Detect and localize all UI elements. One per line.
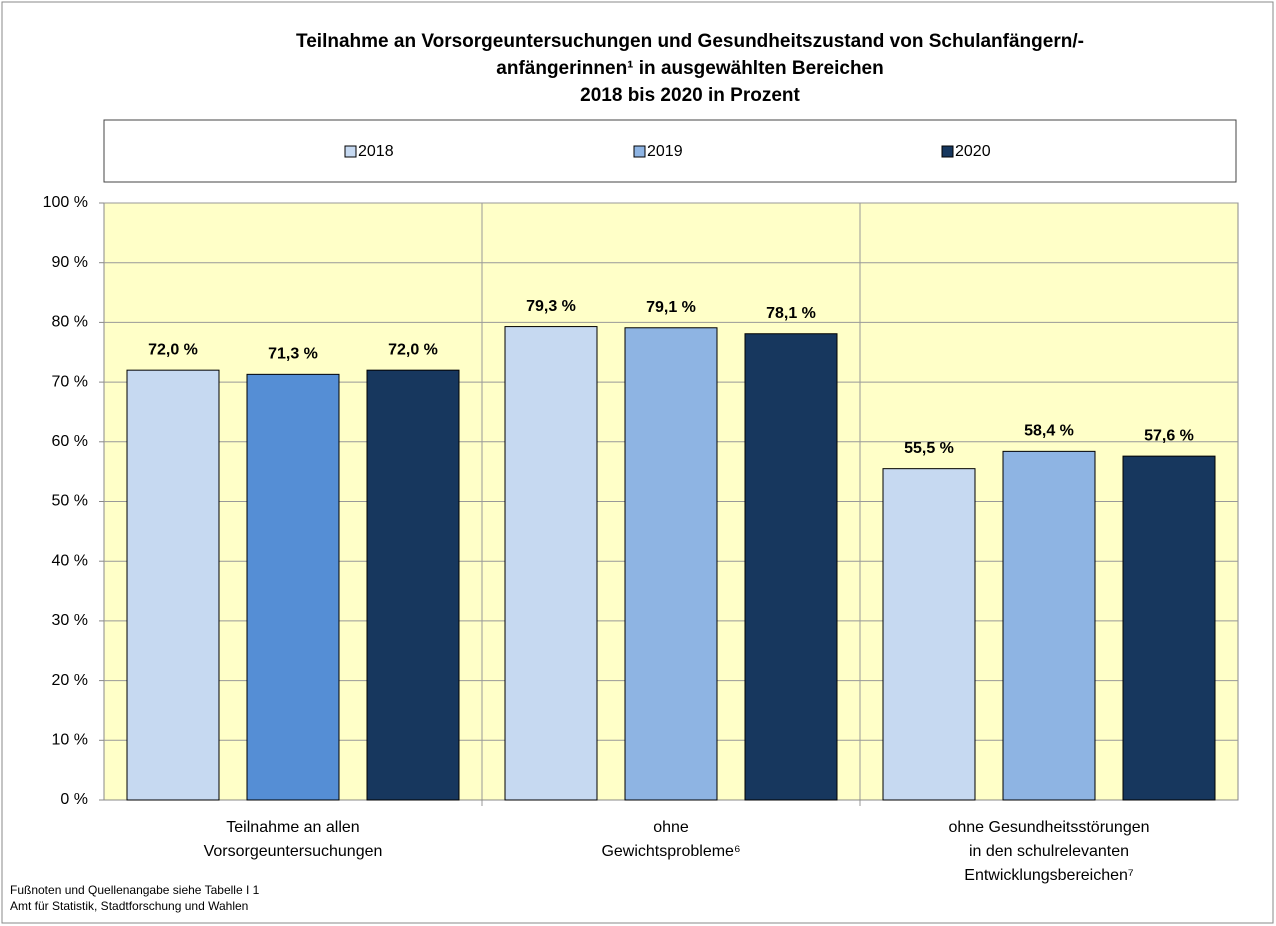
legend-swatch — [344, 145, 357, 158]
x-tick-label: in den schulrelevanten — [969, 843, 1129, 860]
y-tick-label: 90 % — [52, 254, 88, 271]
x-tick-label: ohne — [653, 819, 689, 836]
footnote: Amt für Statistik, Stadtforschung und Wa… — [10, 899, 248, 913]
legend-label: 2019 — [647, 143, 683, 160]
y-tick-label: 30 % — [52, 612, 88, 629]
bar — [624, 327, 718, 801]
y-tick-label: 70 % — [52, 373, 88, 390]
y-tick-label: 40 % — [52, 552, 88, 569]
x-tick-label: ohne Gesundheitsstörungen — [948, 819, 1149, 836]
legend-box — [103, 119, 1237, 183]
y-tick-label: 10 % — [52, 732, 88, 749]
y-tick-label: 100 % — [43, 194, 88, 211]
value-label: 72,0 % — [148, 341, 198, 358]
chart-title: 2018 bis 2020 in Prozent — [580, 85, 800, 106]
value-label: 57,6 % — [1144, 427, 1194, 444]
value-label: 79,3 % — [526, 298, 576, 315]
bar — [1122, 455, 1216, 801]
y-tick-label: 80 % — [52, 314, 88, 331]
value-label: 79,1 % — [646, 299, 696, 316]
x-tick-label: Entwicklungsbereichen⁷ — [964, 867, 1134, 884]
legend-swatch — [941, 145, 954, 158]
x-tick-label: Vorsorgeuntersuchungen — [204, 843, 383, 860]
value-label: 78,1 % — [766, 305, 816, 322]
value-label: 55,5 % — [904, 440, 954, 457]
legend-swatch — [633, 145, 646, 158]
bar — [126, 369, 220, 801]
y-tick-label: 20 % — [52, 672, 88, 689]
legend-label: 2018 — [358, 143, 394, 160]
value-label: 71,3 % — [268, 346, 318, 363]
x-tick-label: Teilnahme an allen — [226, 819, 359, 836]
value-label: 58,4 % — [1024, 423, 1074, 440]
legend-label: 2020 — [955, 143, 991, 160]
bar — [366, 369, 460, 801]
bar — [1002, 450, 1096, 801]
bar — [246, 373, 340, 801]
chart-title: Teilnahme an Vorsorgeuntersuchungen und … — [296, 31, 1084, 52]
y-tick-label: 0 % — [60, 791, 88, 808]
y-tick-label: 50 % — [52, 493, 88, 510]
footnote: Fußnoten und Quellenangabe siehe Tabelle… — [10, 883, 260, 897]
value-label: 72,0 % — [388, 341, 438, 358]
x-tick-label: Gewichtsprobleme⁶ — [601, 843, 740, 860]
bar — [744, 333, 838, 801]
y-tick-label: 60 % — [52, 433, 88, 450]
bar — [882, 468, 976, 801]
bar — [504, 326, 598, 801]
chart-title: anfängerinnen¹ in ausgewählten Bereichen — [496, 58, 883, 79]
